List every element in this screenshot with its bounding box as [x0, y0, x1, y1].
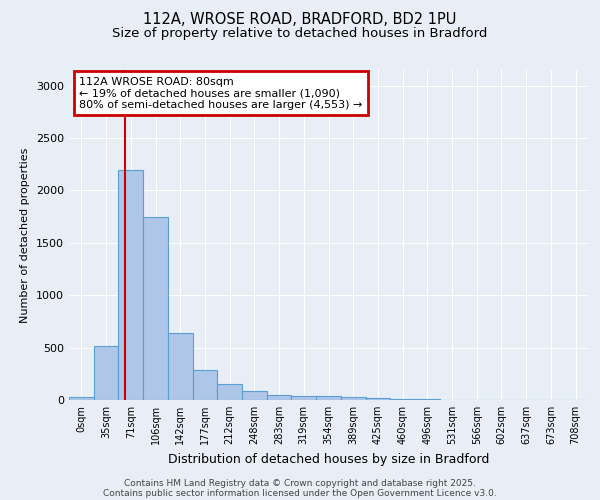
Bar [341, 398, 365, 400]
Text: 112A WROSE ROAD: 80sqm
← 19% of detached houses are smaller (1,090)
80% of semi-: 112A WROSE ROAD: 80sqm ← 19% of detached… [79, 76, 363, 110]
Bar [242, 391, 267, 400]
Bar [94, 346, 118, 400]
Text: Contains HM Land Registry data © Crown copyright and database right 2025.: Contains HM Land Registry data © Crown c… [124, 478, 476, 488]
Text: 112A, WROSE ROAD, BRADFORD, BD2 1PU: 112A, WROSE ROAD, BRADFORD, BD2 1PU [143, 12, 457, 28]
Bar [365, 398, 390, 400]
Bar [316, 396, 341, 400]
Bar [193, 370, 217, 400]
Text: Contains public sector information licensed under the Open Government Licence v3: Contains public sector information licen… [103, 488, 497, 498]
Bar [217, 384, 242, 400]
Bar [267, 395, 292, 400]
Bar [143, 216, 168, 400]
Bar [292, 396, 316, 400]
Y-axis label: Number of detached properties: Number of detached properties [20, 148, 31, 322]
Bar [69, 398, 94, 400]
Bar [390, 399, 415, 400]
Text: Size of property relative to detached houses in Bradford: Size of property relative to detached ho… [112, 28, 488, 40]
Bar [168, 333, 193, 400]
X-axis label: Distribution of detached houses by size in Bradford: Distribution of detached houses by size … [168, 452, 489, 466]
Bar [118, 170, 143, 400]
